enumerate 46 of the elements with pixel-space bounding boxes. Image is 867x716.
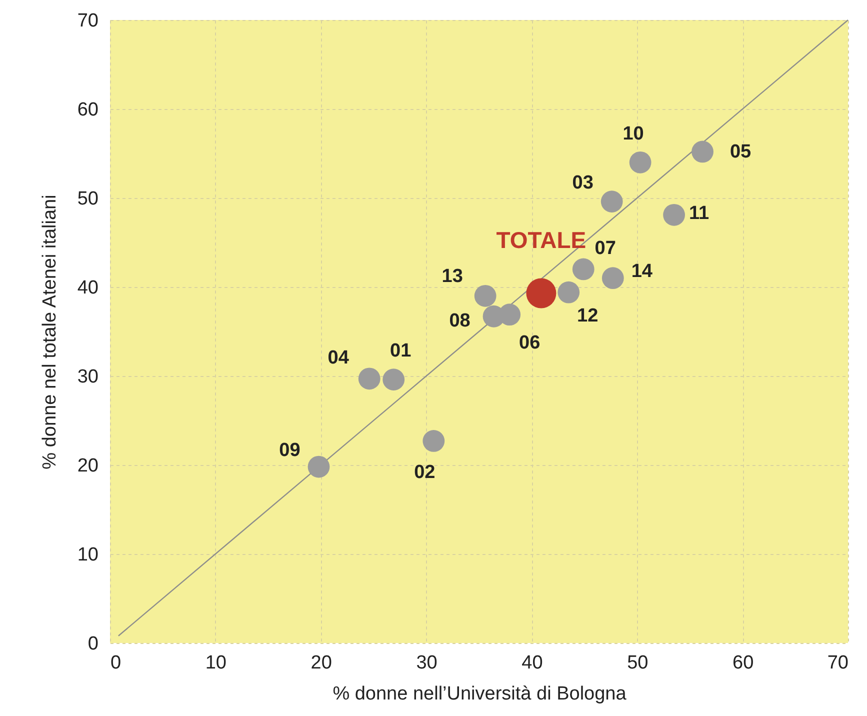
y-tick-label: 30 (77, 366, 98, 388)
annotation: 11 (688, 202, 710, 224)
point (572, 258, 594, 280)
annotation: 12 (577, 305, 598, 326)
y-tick-label: 70 (77, 10, 98, 32)
y-tick-label: 10 (77, 544, 98, 566)
annotation: 04 (328, 348, 350, 369)
point (558, 281, 580, 304)
x-tick-label: 70 (827, 652, 848, 674)
point (422, 430, 445, 452)
y-tick-label: 50 (77, 188, 98, 210)
annotation: 07 (594, 238, 616, 260)
annotation: 14 (631, 261, 653, 282)
x-axis-title: % donne nell’Università di Bologna (332, 684, 627, 704)
point (629, 151, 652, 174)
x-tick-label: 20 (310, 652, 332, 674)
point (358, 368, 380, 390)
x-tick-label: 60 (732, 652, 754, 674)
point (600, 190, 623, 212)
point (382, 368, 405, 390)
x-tick-label: 40 (522, 652, 543, 674)
y-tick-label: 20 (77, 456, 98, 476)
annotation: 09 (279, 440, 300, 461)
point (692, 140, 714, 163)
x-tick-label: 10 (205, 652, 226, 674)
point (602, 267, 624, 290)
y-tick-label: 40 (77, 278, 98, 298)
y-tick-label: 60 (77, 100, 98, 120)
x-tick-label: 0 (110, 652, 122, 674)
y-tick-label: 0 (88, 634, 98, 654)
annotation: 03 (572, 172, 594, 194)
point (308, 456, 330, 478)
point (663, 204, 685, 226)
series-label: TOTALE (496, 227, 586, 254)
annotation: 13 (442, 266, 463, 287)
point (526, 278, 556, 308)
point (474, 284, 496, 307)
annotation: 10 (622, 123, 644, 144)
x-tick-label: 30 (416, 652, 438, 674)
annotation: 06 (519, 332, 540, 354)
annotation: 01 (390, 340, 412, 362)
x-tick-label: 50 (627, 652, 648, 674)
annotation: 05 (730, 142, 752, 163)
annotation: 02 (414, 462, 436, 483)
annotation: 08 (449, 310, 470, 332)
y-axis-title: % donne nel totale Atenei italiani (39, 194, 60, 470)
